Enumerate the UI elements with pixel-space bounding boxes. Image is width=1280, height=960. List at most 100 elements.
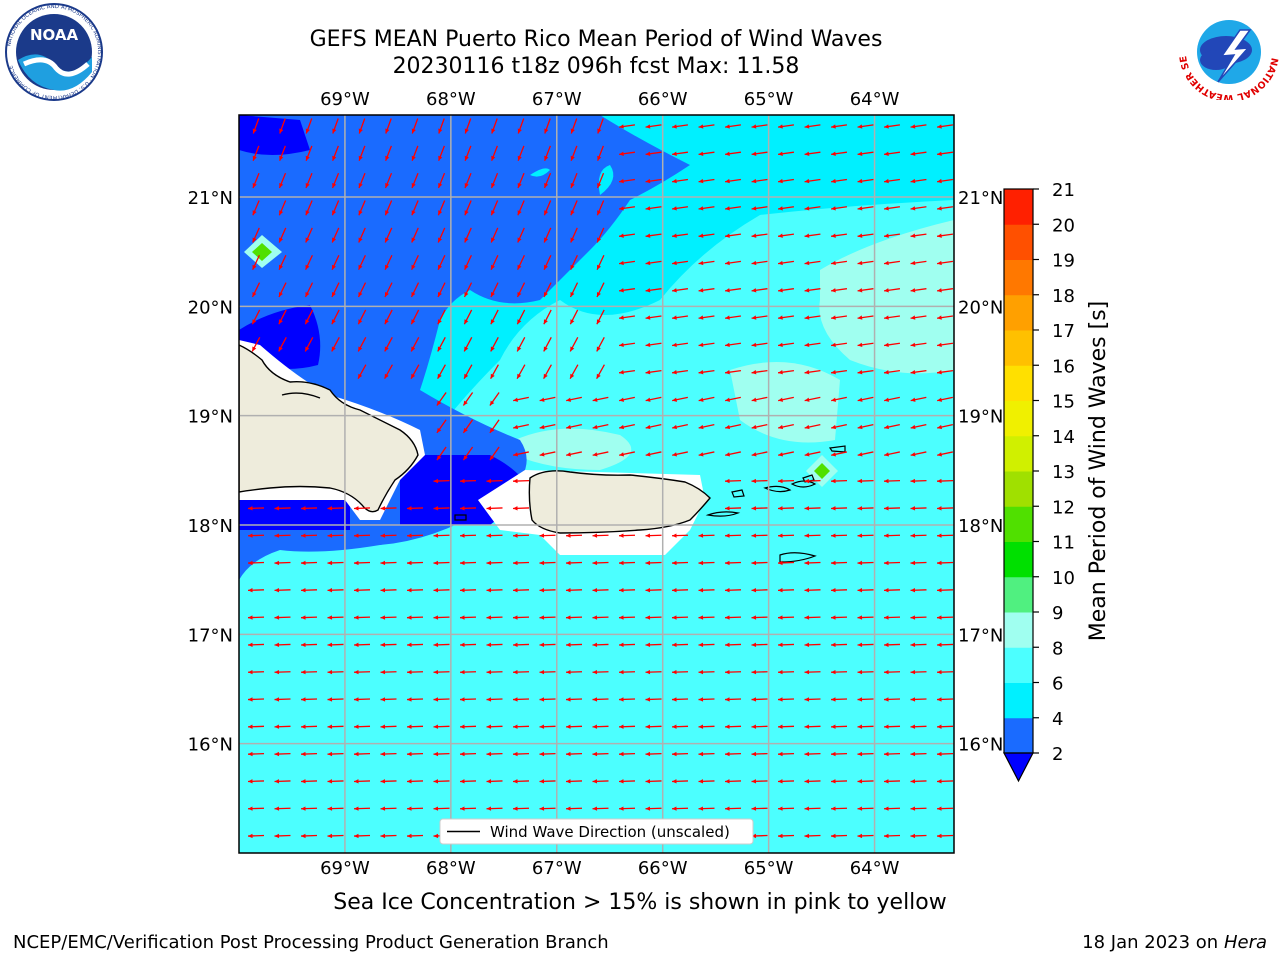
wind-wave-arrow [357, 364, 367, 380]
wind-wave-arrow [565, 806, 583, 811]
wind-wave-arrow [645, 615, 662, 620]
wind-wave-arrow [512, 588, 530, 593]
wind-wave-arrow [596, 309, 605, 325]
wind-wave-arrow [804, 697, 821, 702]
wind-wave-arrow [671, 588, 689, 593]
colorbar-segment [1004, 189, 1033, 225]
wind-wave-arrow [410, 364, 420, 380]
wind-wave-arrow [274, 833, 291, 839]
wind-wave-arrow [436, 446, 447, 461]
wind-wave-arrow [751, 560, 768, 566]
wind-wave-arrow [618, 642, 636, 647]
wind-wave-arrow [380, 533, 397, 538]
wind-wave-arrow [830, 779, 848, 784]
wind-wave-arrow [380, 724, 397, 729]
wind-wave-arrow [724, 615, 742, 620]
wind-wave-arrow [751, 424, 768, 430]
colorbar-segment [1004, 435, 1033, 472]
wind-wave-arrow [830, 506, 848, 511]
wind-wave-arrow [274, 697, 291, 702]
wind-wave-arrow [565, 560, 583, 566]
wind-wave-arrow [777, 806, 795, 811]
lat-tick-label-right: 19°N [958, 407, 1003, 428]
wind-wave-arrow [433, 697, 450, 702]
wind-wave-arrow [724, 342, 742, 348]
colorbar-segment [1004, 224, 1033, 260]
wind-wave-arrow [486, 478, 503, 484]
wind-wave-arrow [910, 806, 927, 811]
wind-wave-arrow [671, 724, 689, 729]
wind-wave-arrow [777, 315, 795, 320]
wind-wave-arrow [486, 669, 503, 675]
wind-wave-arrow [857, 615, 874, 620]
light-period-zone-ne [819, 220, 954, 374]
wind-wave-arrow [910, 833, 927, 839]
wind-wave-arrow [252, 254, 260, 271]
wind-wave-arrow [830, 315, 848, 320]
wind-wave-arrow [804, 560, 821, 566]
wind-wave-arrow [512, 560, 530, 566]
wind-wave-arrow [698, 233, 715, 238]
chart-title: GEFS MEAN Puerto Rico Mean Period of Win… [309, 27, 883, 52]
wind-wave-arrow [857, 151, 874, 156]
wind-wave-arrow [618, 588, 636, 593]
wind-wave-arrow [490, 337, 499, 352]
island-mona [454, 514, 467, 521]
wind-wave-arrow [936, 369, 954, 375]
light-period-zone-e [730, 362, 840, 443]
lon-tick-label-top: 65°W [744, 89, 794, 110]
wind-wave-arrow [251, 282, 261, 298]
wind-wave-arrow [645, 178, 662, 184]
wind-wave-arrow [596, 337, 605, 352]
wind-wave-arrow [279, 145, 286, 162]
wind-wave-arrow [437, 364, 446, 380]
wind-wave-arrow [459, 588, 477, 593]
wind-wave-arrow [486, 588, 503, 593]
colorbar-segment [1004, 400, 1033, 437]
wind-wave-arrow [936, 233, 954, 238]
wind-wave-arrow [331, 172, 340, 189]
wind-wave-arrow [406, 615, 424, 620]
wind-wave-arrow [592, 724, 609, 729]
wind-wave-arrow [592, 396, 609, 402]
wind-wave-arrow [725, 396, 741, 402]
wind-wave-arrow [724, 151, 742, 156]
wind-wave-arrow [433, 779, 450, 784]
wind-wave-arrow [857, 833, 874, 839]
wind-wave-arrow [491, 118, 498, 134]
wind-wave-arrow [486, 615, 503, 620]
wind-wave-arrow [671, 124, 689, 129]
wind-wave-arrow [592, 560, 609, 566]
wind-wave-arrow [724, 233, 742, 238]
hotspot-nw-core [252, 243, 272, 261]
wind-wave-arrow [543, 227, 552, 243]
wind-wave-arrow [883, 751, 901, 757]
wind-wave-arrow [698, 451, 715, 457]
wind-wave-arrow [698, 533, 715, 538]
wind-wave-arrow [724, 806, 742, 811]
wind-wave-arrow [777, 588, 795, 593]
wind-wave-arrow [516, 282, 526, 298]
wind-wave-arrow [570, 118, 578, 134]
wind-wave-arrow [751, 260, 768, 266]
wind-wave-arrow [777, 697, 795, 702]
wind-wave-arrow [459, 560, 477, 566]
wind-wave-arrow [433, 506, 450, 511]
wind-wave-arrow [462, 392, 474, 406]
wind-wave-arrow [327, 751, 344, 757]
wind-wave-arrow [883, 724, 901, 729]
wind-wave-arrow [751, 697, 768, 702]
wind-wave-arrow [438, 145, 445, 162]
wind-wave-arrow [672, 451, 688, 457]
colorbar-tick-label: 10 [1052, 568, 1075, 589]
wind-wave-arrow [512, 697, 530, 702]
colorbar-label: Mean Period of Wind Waves [s] [1086, 301, 1111, 641]
wind-wave-arrow [410, 337, 420, 352]
wind-wave-arrow [513, 451, 529, 457]
wind-wave-arrow [463, 364, 473, 380]
wind-wave-arrow [618, 288, 636, 293]
wind-wave-arrow [305, 254, 313, 271]
wind-wave-arrow [777, 506, 795, 511]
island-st-thomas [763, 485, 792, 493]
wind-wave-arrow [618, 233, 636, 238]
